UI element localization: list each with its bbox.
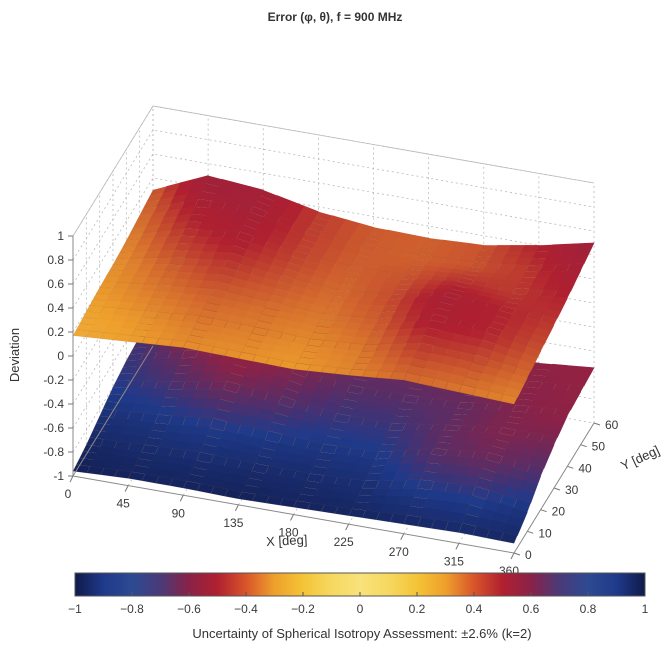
colorbar-tick-label: −0.2 [291,602,315,616]
colorbar-tick-label: 0 [357,602,364,616]
y-tick-label: 10 [538,526,552,540]
y-tick-label: 30 [565,483,579,497]
colorbar-tick-label: 1 [642,602,649,616]
z-tick-label: -0.2 [43,373,64,387]
z-tick-label: -0.4 [43,397,64,411]
y-tick-label: 40 [578,461,592,475]
x-tick-mark [291,515,294,521]
colorbar-tick-label: −0.8 [120,602,144,616]
z-tick-label: -0.6 [43,421,64,435]
z-tick-label: 0 [57,349,64,363]
z-tick-label: 0.6 [47,277,64,291]
y-tick-label: 60 [605,418,619,432]
surface-patch [557,284,574,291]
x-tick-mark [346,524,349,530]
colorbar: −1 −0.8 −0.6 −0.4 −0.2 0 0.2 0.4 0.6 0.8 1 [68,573,649,616]
z-tick-label: 1 [57,229,64,243]
surface-plot [73,176,594,544]
y-tick-label: 0 [525,548,532,562]
colorbar-tick-label: −0.4 [234,602,258,616]
colorbar-label: Uncertainty of Spherical Isotropy Assess… [192,626,531,641]
x-tick-mark [70,476,73,482]
x-tick-label: 135 [223,516,243,530]
y-tick-mark [527,531,533,533]
x-tick-label: 0 [65,487,72,501]
x-tick-label: 270 [389,545,409,559]
x-tick-mark [511,553,514,559]
x-tick-label: 45 [116,497,130,511]
colorbar-tick-label: −1 [68,602,82,616]
y-tick-mark [594,423,600,425]
y-tick-label: 50 [592,440,606,454]
colorbar-tick-label: 0.8 [580,602,597,616]
y-tick-mark [514,553,520,555]
y-tick-mark [581,445,587,447]
colorbar-tick-label: −0.6 [177,602,201,616]
x-tick-mark [401,534,404,540]
x-tick-mark [235,505,238,511]
y-axis-label: Y [deg] [618,442,661,473]
colorbar-tick-label: 0.6 [523,602,540,616]
x-tick-mark [180,495,183,501]
x-tick-mark [125,486,128,492]
z-axis-label: Deviation [7,328,22,382]
x-tick-label: 315 [444,554,464,568]
x-tick-label: 225 [334,535,354,549]
z-tick-label: -1 [53,469,64,483]
z-tick-label: 0.2 [47,325,64,339]
z-tick-label: 0.8 [47,253,64,267]
z-tick-label: 0.4 [47,301,64,315]
chart-title: Error (φ, θ), f = 900 MHz [268,10,403,24]
y-tick-label: 20 [552,505,566,519]
x-tick-label: 90 [172,506,186,520]
y-tick-mark [554,488,560,490]
x-axis-label: X [deg] [266,532,308,549]
z-tick-label: -0.8 [43,445,64,459]
colorbar-tick-label: 0.2 [409,602,426,616]
y-tick-mark [567,466,573,468]
y-tick-mark [541,510,547,512]
x-tick-mark [456,543,459,549]
colorbar-tick-label: 0.4 [466,602,483,616]
surface-patch [560,278,577,285]
